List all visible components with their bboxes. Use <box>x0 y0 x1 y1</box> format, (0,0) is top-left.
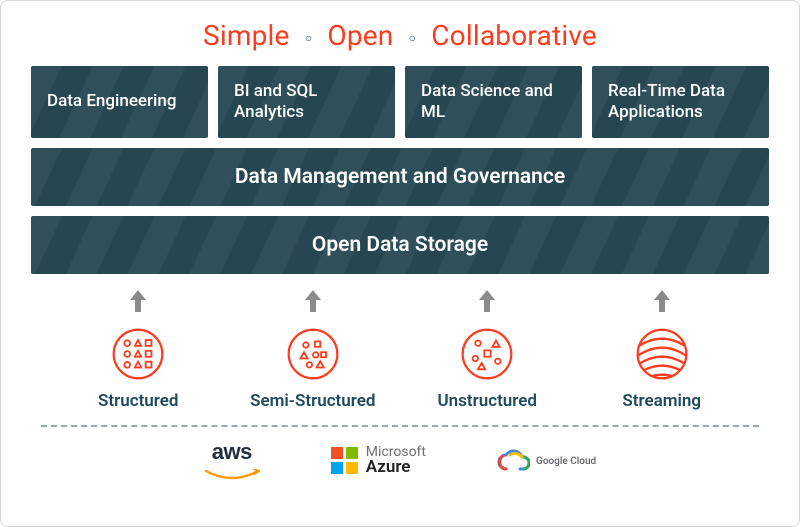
tile-ds-ml: Data Science and ML <box>405 66 582 138</box>
streaming-icon <box>635 327 689 381</box>
headline-word-3: Collaborative <box>431 19 597 52</box>
structured-icon <box>111 327 165 381</box>
aws-swoosh-icon <box>204 469 260 483</box>
diagram-frame: Simple ○ Open ○ Collaborative Data Engin… <box>0 0 800 527</box>
headline-sep-2: ○ <box>401 31 424 45</box>
google-cloud-logo: Google Cloud <box>496 447 596 475</box>
headline-sep-1: ○ <box>297 31 320 45</box>
tile-open-storage: Open Data Storage <box>31 216 769 274</box>
source-unstructured: Unstructured <box>407 288 567 411</box>
tile-label: BI and SQL Analytics <box>234 81 379 124</box>
microsoft-squares-icon <box>330 446 360 476</box>
source-label: Structured <box>98 391 178 411</box>
source-label: Streaming <box>622 391 701 411</box>
semi-structured-icon <box>286 327 340 381</box>
headline-word-1: Simple <box>203 19 290 52</box>
provider-divider <box>41 425 759 427</box>
arrow-up-icon <box>477 288 497 319</box>
tile-label: Data Management and Governance <box>235 165 565 189</box>
aws-logo: aws <box>204 439 260 483</box>
azure-logo: Microsoft Azure <box>330 445 426 478</box>
arrow-up-icon <box>303 288 323 319</box>
top-tile-row: Data Engineering BI and SQL Analytics Da… <box>31 66 769 138</box>
arrow-up-icon <box>652 288 672 319</box>
source-label: Unstructured <box>438 391 537 411</box>
tile-bi-sql: BI and SQL Analytics <box>218 66 395 138</box>
data-sources-row: Structured Semi-Structured <box>31 288 769 411</box>
tile-realtime: Real-Time Data Applications <box>592 66 769 138</box>
aws-wordmark: aws <box>212 439 252 465</box>
source-streaming: Streaming <box>582 288 742 411</box>
arrow-up-icon <box>128 288 148 319</box>
source-structured: Structured <box>58 288 218 411</box>
google-cloud-icon <box>496 447 530 475</box>
cloud-providers-row: aws Microsoft Azure <box>31 437 769 483</box>
headline-word-2: Open <box>327 19 393 52</box>
tile-data-engineering: Data Engineering <box>31 66 208 138</box>
tile-governance: Data Management and Governance <box>31 148 769 206</box>
source-semi-structured: Semi-Structured <box>233 288 393 411</box>
headline: Simple ○ Open ○ Collaborative <box>31 19 769 52</box>
tile-label: Real-Time Data Applications <box>608 81 753 124</box>
tile-label: Data Science and ML <box>421 81 566 124</box>
source-label: Semi-Structured <box>250 391 375 411</box>
tile-label: Open Data Storage <box>312 233 488 257</box>
azure-wordmark: Microsoft Azure <box>366 445 426 478</box>
tile-label: Data Engineering <box>47 91 176 112</box>
google-cloud-wordmark: Google Cloud <box>536 456 596 467</box>
unstructured-icon <box>460 327 514 381</box>
